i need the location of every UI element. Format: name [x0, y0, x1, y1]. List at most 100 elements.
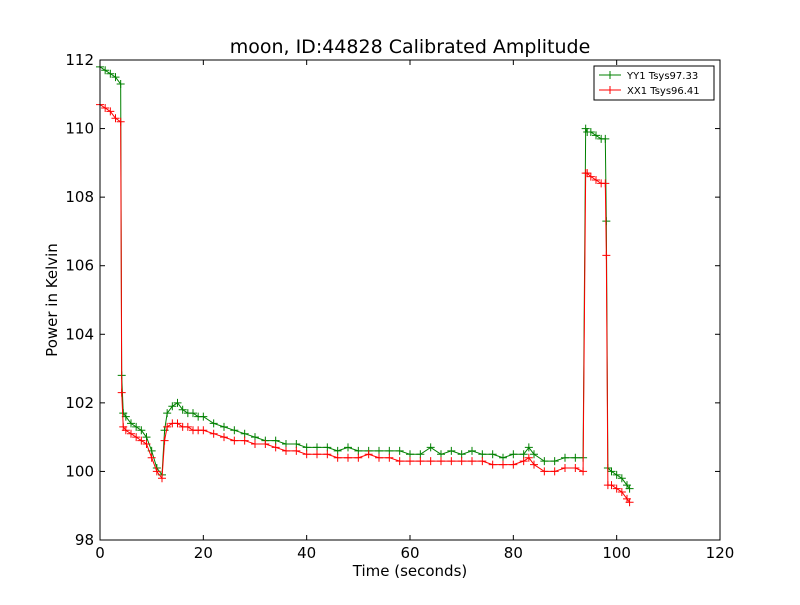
data-point: [524, 453, 533, 462]
data-point: [163, 409, 172, 418]
y-tick-label: 112: [65, 51, 94, 69]
data-point: [142, 433, 151, 442]
data-point: [220, 422, 228, 431]
data-point: [261, 440, 270, 448]
data-point: [499, 460, 507, 469]
data-point: [302, 443, 311, 452]
data-point: [240, 429, 249, 438]
ticks-layer: 0 20 40 60 80 100 120 98 100 102 104 106 108 110 112: [65, 51, 734, 562]
data-point: [173, 398, 182, 407]
legend-label: YY1 Tsys97.33: [626, 71, 698, 82]
data-point: [406, 457, 414, 466]
data-point: [313, 443, 321, 452]
data-point: [524, 443, 533, 452]
data-point: [323, 450, 332, 459]
data-point: [385, 446, 394, 455]
data-point: [395, 446, 404, 455]
data-point: [132, 433, 141, 442]
data-point: [447, 446, 456, 455]
data-point: [168, 402, 177, 411]
data-point: [147, 453, 156, 462]
data-point: [354, 446, 363, 455]
data-point: [230, 426, 239, 435]
data-point: [106, 69, 115, 78]
data-point: [189, 409, 197, 418]
data-point: [601, 134, 610, 143]
data-point: [426, 443, 435, 452]
data-point: [240, 436, 249, 445]
data-point: [292, 440, 301, 448]
data-point: [251, 440, 259, 448]
x-tick-label: 40: [297, 544, 316, 562]
data-point: [209, 429, 218, 438]
data-point: [111, 73, 120, 82]
data-point: [561, 453, 569, 462]
data-point: [106, 107, 115, 116]
data-point: [617, 474, 626, 483]
data-point: [607, 481, 616, 490]
data-point: [152, 467, 161, 476]
x-tick-label: 20: [194, 544, 213, 562]
data-point: [121, 426, 130, 435]
legend-marker: [606, 86, 614, 94]
data-point: [385, 453, 394, 462]
data-point: [478, 457, 487, 466]
data-point: [117, 388, 126, 397]
legend-item: YY1 Tsys97.33: [599, 71, 698, 82]
data-point: [313, 450, 321, 459]
data-point: [178, 405, 187, 414]
data-point: [509, 450, 518, 459]
data-point: [519, 457, 528, 466]
data-point: [437, 457, 445, 466]
data-point: [488, 450, 497, 459]
data-point: [199, 412, 208, 421]
series-1: [96, 62, 634, 493]
data-point: [364, 450, 373, 459]
data-point: [395, 457, 404, 466]
legend-marker: [606, 71, 614, 79]
data-point: [127, 429, 135, 438]
plot-frame: [99, 59, 721, 541]
data-point: [230, 436, 239, 445]
data-point: [478, 450, 487, 459]
data-point: [163, 422, 172, 431]
data-point: [530, 450, 538, 459]
data-point: [468, 446, 476, 455]
y-tick-label: 100: [65, 462, 94, 480]
data-point: [333, 453, 342, 462]
data-point: [447, 457, 456, 466]
data-point: [617, 488, 626, 496]
data-point: [540, 467, 549, 476]
data-point: [292, 446, 301, 455]
data-point: [137, 426, 146, 435]
series-line: [99, 104, 630, 503]
data-point: [158, 474, 166, 483]
y-tick-label: 104: [65, 325, 94, 343]
data-point: [581, 124, 590, 133]
data-point: [550, 457, 559, 466]
data-point: [142, 440, 151, 448]
data-point: [499, 453, 507, 462]
data-point: [333, 446, 342, 455]
y-axis-title: Power in Kelvin: [43, 243, 61, 357]
data-point: [586, 128, 595, 136]
data-point: [183, 422, 192, 431]
data-point: [509, 460, 518, 469]
data-point: [282, 446, 290, 455]
data-point: [468, 457, 476, 466]
data-point: [625, 498, 634, 507]
data-point: [160, 436, 169, 445]
data-point: [416, 450, 425, 459]
data-point: [457, 457, 466, 466]
data-point: [344, 443, 352, 452]
x-tick-label: 120: [706, 544, 735, 562]
data-point: [132, 422, 141, 431]
data-point: [111, 114, 120, 123]
x-tick-label: 100: [602, 544, 631, 562]
data-point: [302, 450, 311, 459]
data-point: [592, 131, 600, 140]
data-point: [416, 457, 425, 466]
chart-title: moon, ID:44828 Calibrated Amplitude: [230, 36, 591, 58]
legend-box: [593, 65, 715, 101]
